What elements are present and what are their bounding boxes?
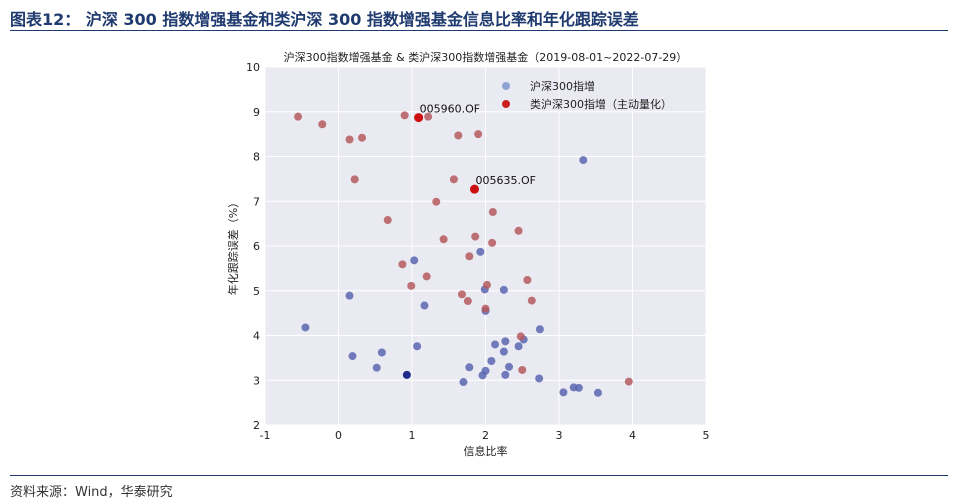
chart-title: 沪深300指数增强基金 & 类沪深300指数增强基金（2019-08-01~20… <box>284 50 688 64</box>
data-point-series-2 <box>318 120 327 129</box>
data-point-series-2 <box>400 111 409 120</box>
data-point-series-1 <box>465 363 474 372</box>
data-point-series-1 <box>499 347 508 356</box>
data-point-series-2 <box>350 175 359 184</box>
legend-label-series-2: 类沪深300指增（主动量化） <box>530 97 672 111</box>
annotation-label: 005635.OF <box>475 174 535 187</box>
data-point-series-1 <box>559 388 568 397</box>
figure-title: 图表12： 沪深 300 指数增强基金和类沪深 300 指数增强基金信息比率和年… <box>10 10 639 29</box>
x-tick-label: 2 <box>482 429 489 442</box>
data-point-series-2 <box>471 232 480 241</box>
data-point-series-1 <box>501 337 510 346</box>
data-point-series-1 <box>501 370 510 379</box>
x-tick-label: 1 <box>409 429 416 442</box>
x-tick-label: 0 <box>335 429 342 442</box>
data-point-series-2 <box>398 260 407 269</box>
data-point-series-1 <box>579 156 588 165</box>
data-point-series-2 <box>358 133 367 142</box>
x-tick-label: 3 <box>556 429 563 442</box>
data-point-series-2 <box>518 365 527 374</box>
legend: 沪深300指增 类沪深300指增（主动量化） <box>502 79 672 111</box>
legend-marker-series-1 <box>502 82 510 90</box>
data-point-series-1 <box>420 301 429 310</box>
y-tick-label: 10 <box>246 61 260 74</box>
tick-labels: -1 0 1 2 3 4 5 2 3 4 5 6 7 8 9 10 <box>246 61 710 442</box>
data-point-series-2 <box>449 175 458 184</box>
data-point-series-1 <box>514 342 523 351</box>
data-point-series-2 <box>457 290 466 299</box>
data-point-series-2 <box>407 281 416 290</box>
data-point-series-1 <box>478 371 487 380</box>
data-point-series-1 <box>301 323 310 332</box>
data-point-series-2 <box>432 197 441 206</box>
legend-marker-series-2 <box>502 100 510 108</box>
y-tick-label: 2 <box>253 419 260 432</box>
data-point-series-2 <box>345 135 354 144</box>
annotated-point <box>469 184 479 194</box>
x-tick-label: 4 <box>629 429 636 442</box>
data-point-series-1 <box>535 374 544 383</box>
data-point-series-1 <box>459 378 468 387</box>
data-point-series-1 <box>377 348 386 357</box>
data-point-series-2 <box>422 272 431 281</box>
data-point-series-2 <box>465 252 474 261</box>
data-point-series-2 <box>482 280 491 289</box>
source-note: 资料来源：Wind，华泰研究 <box>10 485 173 500</box>
data-point-series-2 <box>439 235 448 244</box>
y-tick-label: 6 <box>253 240 260 253</box>
data-point-series-2 <box>294 112 303 121</box>
footer-divider <box>10 475 948 476</box>
y-axis-label: 年化跟踪误差（%） <box>226 197 240 295</box>
data-point-series-1 <box>574 383 583 392</box>
data-point-series-2 <box>488 207 497 216</box>
annotation-label: 005960.OF <box>420 103 480 116</box>
data-point-series-1 <box>535 325 544 334</box>
x-axis-label: 信息比率 <box>464 444 508 458</box>
x-tick-label: -1 <box>260 429 271 442</box>
data-point-series-1 <box>348 352 357 361</box>
data-point-series-2 <box>454 131 463 140</box>
data-point-series-2 <box>514 226 523 235</box>
data-point-series-2 <box>527 296 536 305</box>
data-point-series-2 <box>624 377 633 386</box>
annotated-point <box>414 113 424 123</box>
y-tick-label: 8 <box>253 151 260 164</box>
y-tick-label: 9 <box>253 106 260 119</box>
data-point-series-1 <box>372 363 381 372</box>
data-point-series-1 <box>410 256 419 265</box>
data-point-series-2 <box>523 276 532 285</box>
data-point-series-2 <box>474 130 483 139</box>
data-point-series-1 <box>345 291 354 300</box>
data-point-series-1 <box>499 285 508 294</box>
y-tick-label: 4 <box>253 330 260 343</box>
y-tick-label: 3 <box>253 374 260 387</box>
x-tick-label: 5 <box>703 429 710 442</box>
figure-header: 图表12： 沪深 300 指数增强基金和类沪深 300 指数增强基金信息比率和年… <box>10 4 948 31</box>
data-point-series-2 <box>383 216 392 225</box>
data-point-series-2 <box>516 332 525 341</box>
data-point-series-1 <box>491 340 500 349</box>
data-point-series-1 <box>402 370 411 379</box>
data-point-series-1 <box>505 362 514 371</box>
legend-label-series-1: 沪深300指增 <box>530 79 595 93</box>
y-tick-label: 7 <box>253 195 260 208</box>
data-points <box>294 111 633 397</box>
data-point-series-1 <box>476 247 485 256</box>
annotations: 005960.OF 005635.OF <box>414 103 536 194</box>
data-point-series-2 <box>424 112 433 121</box>
data-point-series-1 <box>487 357 496 366</box>
data-point-series-2 <box>463 297 472 306</box>
data-point-series-1 <box>413 342 422 351</box>
y-tick-label: 5 <box>253 285 260 298</box>
data-point-series-1 <box>593 388 602 397</box>
data-point-series-2 <box>488 238 497 247</box>
data-point-series-2 <box>481 304 490 313</box>
